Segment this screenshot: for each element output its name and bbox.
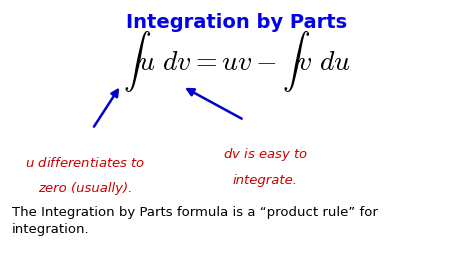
- Text: The Integration by Parts formula is a “product rule” for
integration.: The Integration by Parts formula is a “p…: [12, 206, 378, 236]
- Text: $\int u\ dv = uv - \int v\ du$: $\int u\ dv = uv - \int v\ du$: [123, 29, 351, 94]
- Text: zero (usually).: zero (usually).: [38, 182, 133, 195]
- Text: $u$ differentiates to: $u$ differentiates to: [25, 156, 146, 170]
- Text: $dv$ is easy to: $dv$ is easy to: [223, 146, 308, 163]
- Text: integrate.: integrate.: [233, 174, 298, 187]
- Text: Integration by Parts: Integration by Parts: [127, 13, 347, 32]
